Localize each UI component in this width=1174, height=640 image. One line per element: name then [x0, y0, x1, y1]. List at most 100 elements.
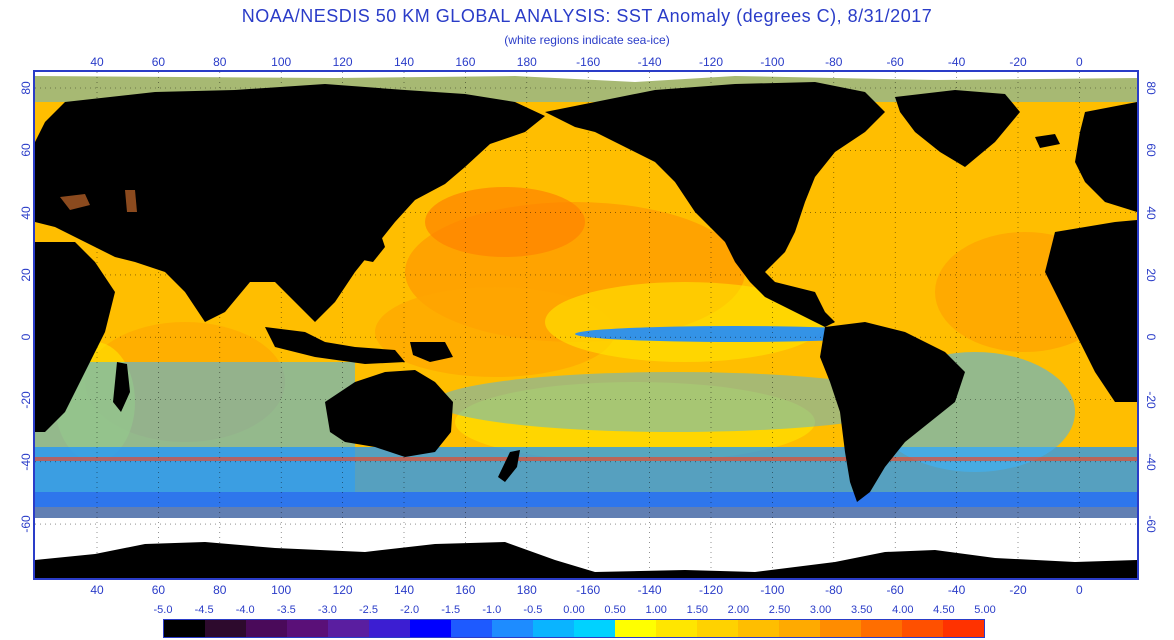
colorbar-label: 2.00 [727, 604, 750, 616]
longitude-top-tick: -160 [576, 55, 601, 69]
latitude-right-tick: 20 [1144, 268, 1158, 282]
longitude-bottom-tick: -100 [760, 583, 785, 597]
longitude-bottom-tick: 100 [271, 583, 292, 597]
longitude-top-tick: -120 [698, 55, 724, 69]
colorbar-label: 4.50 [933, 604, 955, 616]
longitude-top-tick: 120 [332, 55, 353, 69]
colorbar-swatch [738, 620, 779, 637]
aral-sea [125, 190, 137, 212]
colorbar-label: -1.0 [482, 604, 502, 616]
colorbar-swatch [656, 620, 697, 637]
greenland [895, 90, 1020, 167]
colorbar-swatch [287, 620, 328, 637]
colorbar-label: -5.0 [153, 604, 173, 616]
longitude-bottom-tick: 180 [516, 583, 537, 597]
longitude-top-tick: -140 [637, 55, 662, 69]
longitude-bottom-tick: -140 [637, 583, 662, 597]
colorbar-swatch [943, 620, 984, 637]
latitude-left-tick: 0 [19, 333, 33, 341]
colorbar-swatch [533, 620, 574, 637]
latitude-left-tick: 80 [19, 81, 33, 95]
colorbar-swatch [205, 620, 246, 637]
colorbar-label: 2.50 [768, 604, 791, 616]
longitude-top-tick: 100 [271, 55, 292, 69]
colorbar-swatch [369, 620, 410, 637]
colorbar-label: 5.00 [974, 604, 996, 616]
longitude-bottom-tick: -120 [698, 583, 724, 597]
latitude-right-tick: 0 [1144, 333, 1158, 341]
colorbar-label: -3.5 [276, 604, 296, 616]
south-pacific-cool-zone [435, 372, 915, 432]
latitude-right-tick: 60 [1144, 143, 1158, 157]
longitude-bottom-tick: -160 [576, 583, 601, 597]
antarctica [35, 542, 1137, 578]
arctic-sea-ice [35, 72, 1137, 82]
maritime-continent [265, 327, 405, 364]
latitude-right-tick: -40 [1144, 453, 1158, 471]
colorbar-label: -2.0 [400, 604, 420, 616]
colorbar-swatch [451, 620, 492, 637]
colorbar-swatch [820, 620, 861, 637]
longitude-bottom-tick: 60 [151, 583, 166, 597]
longitude-top-tick: 40 [90, 55, 104, 69]
colorbar-swatch [328, 620, 369, 637]
colorbar-swatch [779, 620, 820, 637]
new-zealand [498, 450, 520, 482]
map-svg [35, 72, 1137, 578]
longitude-top-tick: 160 [455, 55, 476, 69]
latitude-left-tick: -20 [19, 390, 33, 409]
latitude-left-tick: 60 [19, 143, 33, 157]
latitude-left-tick: -60 [19, 515, 33, 533]
colorbar-label: 1.50 [686, 604, 709, 616]
colorbar-swatch [615, 620, 656, 637]
longitude-top-tick: 80 [213, 55, 227, 69]
north-america [545, 82, 885, 327]
latitude-right-tick: -20 [1144, 390, 1158, 409]
longitude-top-tick: -20 [1009, 55, 1027, 69]
latitude-left-tick: 20 [19, 268, 33, 282]
colorbar-label: -4.5 [194, 604, 214, 616]
colorbar-swatch [902, 620, 943, 637]
colorbar-label: 3.00 [809, 604, 832, 616]
longitude-top-tick: -40 [947, 55, 966, 69]
new-guinea [410, 342, 453, 362]
latitude-right-tick: 80 [1144, 81, 1158, 95]
longitude-top-tick: 60 [151, 55, 166, 69]
south-pacific-yellow-zone [455, 382, 815, 462]
colorbar-label: 0.00 [563, 604, 585, 616]
australia [325, 370, 453, 457]
longitude-bottom-tick: 80 [213, 583, 227, 597]
colorbar-swatch [574, 620, 615, 637]
colorbar-label: -2.5 [359, 604, 378, 616]
africa-east-edge [1045, 220, 1137, 402]
longitude-bottom-tick: -40 [947, 583, 966, 597]
colorbar-label: 1.00 [645, 604, 667, 616]
longitude-top-tick: -100 [760, 55, 785, 69]
colorbar-swatch [246, 620, 287, 637]
east-pacific-yellow-zone [545, 282, 825, 362]
caspian-sea [60, 194, 90, 210]
colorbar-swatch [410, 620, 451, 637]
antarctic-cool-band [35, 492, 1137, 522]
colorbar-label: -1.5 [441, 604, 461, 616]
longitude-bottom-tick: -60 [886, 583, 904, 597]
colorbar-swatch [861, 620, 902, 637]
latitude-right-tick: 40 [1144, 205, 1158, 220]
latitude-left-tick: -40 [19, 453, 33, 471]
south-america [820, 322, 965, 502]
colorbar-swatch [164, 620, 205, 637]
longitude-bottom-tick: -80 [825, 583, 843, 597]
latitude-left-tick: 40 [19, 205, 33, 220]
longitude-bottom-tick: 140 [393, 583, 415, 597]
iceland [1035, 134, 1060, 148]
eurasia [35, 84, 545, 322]
longitude-bottom-tick: 0 [1076, 583, 1083, 597]
map-gridlines [35, 72, 1137, 578]
longitude-top-tick: -60 [886, 55, 904, 69]
landmasses [35, 82, 1137, 578]
equatorial-pacific-cool-tongue [575, 326, 895, 342]
colorbar-label: 3.50 [850, 604, 873, 616]
colorbar-label: 4.00 [892, 604, 914, 616]
europe-edge [1075, 102, 1137, 212]
colorbar-label: 0.50 [604, 604, 626, 616]
